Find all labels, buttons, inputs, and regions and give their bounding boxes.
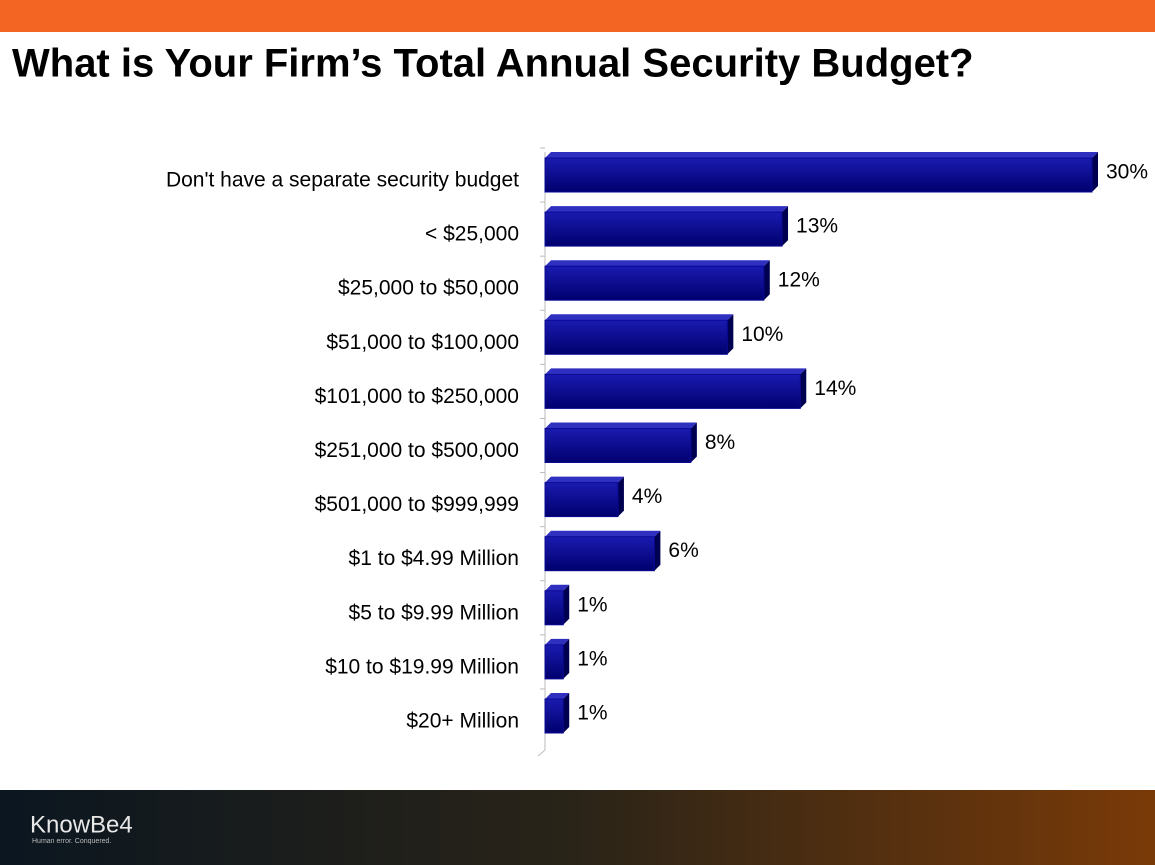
bar: [544, 211, 783, 247]
value-label: 8%: [705, 431, 735, 454]
bar-top: [545, 368, 807, 375]
category-label: $20+ Million: [406, 710, 519, 733]
bar-side: [563, 584, 570, 625]
footer-tagline: Human error. Conquered.: [32, 838, 111, 845]
footer-logo: KnowBe4: [30, 811, 133, 838]
value-label: 1%: [577, 702, 607, 725]
value-label: 13%: [796, 215, 838, 238]
bar-top: [545, 584, 570, 591]
bar-top: [545, 152, 1098, 158]
bar-top: [545, 638, 570, 645]
value-label: 6%: [668, 539, 698, 562]
bar: [544, 536, 655, 572]
bar-side: [654, 530, 661, 571]
top-bar: [0, 0, 1155, 32]
category-label: $51,000 to $100,000: [326, 331, 519, 354]
bar: [544, 644, 564, 680]
bar-side: [800, 368, 807, 409]
category-label: < $25,000: [425, 223, 519, 246]
bar: [544, 265, 765, 301]
bar-side: [563, 693, 570, 733]
footer-band: [0, 790, 1155, 865]
value-label: 1%: [577, 647, 607, 670]
bar-side: [617, 476, 624, 517]
value-label: 30%: [1106, 161, 1148, 184]
category-label: $251,000 to $500,000: [315, 439, 519, 462]
bar-top: [545, 422, 697, 429]
bar-side: [1092, 152, 1098, 192]
axis-corner: [537, 749, 546, 757]
bar-side: [690, 422, 697, 463]
bar-top: [545, 314, 734, 321]
category-label: $5 to $9.99 Million: [349, 601, 519, 624]
category-label: $25,000 to $50,000: [338, 277, 519, 300]
bar: [544, 590, 564, 626]
bar-side: [763, 260, 770, 301]
bar: [544, 319, 728, 355]
value-label: 14%: [814, 377, 856, 400]
bar: [544, 373, 801, 409]
bar-top: [545, 206, 789, 213]
bar-top: [545, 693, 570, 699]
bar-top: [545, 530, 661, 537]
bar: [544, 482, 619, 518]
value-label: 12%: [778, 269, 820, 292]
category-label: $501,000 to $999,999: [315, 493, 519, 516]
category-label: $10 to $19.99 Million: [325, 655, 519, 678]
bar: [544, 157, 1093, 193]
bar-side: [563, 638, 570, 679]
bar: [544, 428, 692, 463]
value-label: 4%: [632, 485, 662, 508]
slide-title: What is Your Firm’s Total Annual Securit…: [12, 42, 974, 86]
category-label: Don't have a separate security budget: [166, 169, 519, 192]
bar-side: [727, 314, 734, 355]
bar: [544, 698, 564, 734]
category-label: $1 to $4.99 Million: [349, 547, 519, 570]
category-label: $101,000 to $250,000: [315, 385, 519, 408]
value-label: 10%: [741, 323, 783, 346]
bar-top: [545, 476, 624, 483]
value-label: 1%: [577, 593, 607, 616]
bar-side: [782, 206, 789, 247]
bar-top: [545, 260, 770, 267]
